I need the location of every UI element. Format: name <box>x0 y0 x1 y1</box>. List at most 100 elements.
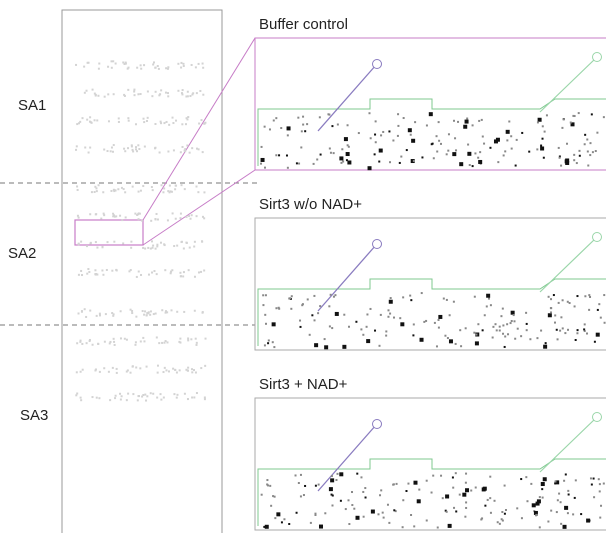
spot <box>127 119 130 122</box>
spot <box>153 270 156 273</box>
spot <box>542 477 547 482</box>
spot <box>193 275 196 278</box>
spot <box>435 135 438 138</box>
spot <box>162 396 165 399</box>
spot <box>117 188 120 191</box>
spot <box>107 65 110 68</box>
spot <box>465 472 468 475</box>
spot <box>140 219 143 222</box>
spot <box>172 367 175 370</box>
spot <box>163 366 166 369</box>
spot <box>500 518 503 521</box>
spot <box>190 214 193 217</box>
spot <box>452 119 455 122</box>
spot <box>504 150 507 153</box>
spot <box>203 398 206 401</box>
spot <box>119 214 122 217</box>
spot <box>107 120 110 123</box>
pointer <box>317 244 377 312</box>
spot <box>455 149 458 152</box>
spot <box>97 67 100 70</box>
spot <box>166 219 169 222</box>
spot <box>399 317 402 320</box>
spot <box>133 94 136 97</box>
spot <box>465 506 468 509</box>
spot <box>115 268 118 271</box>
spot <box>502 154 505 157</box>
spot <box>541 488 544 491</box>
spot <box>164 91 167 94</box>
spot <box>542 156 545 159</box>
spot <box>387 315 390 318</box>
spot <box>421 156 424 159</box>
spot <box>401 526 404 529</box>
spot <box>125 338 128 341</box>
spot <box>112 314 115 317</box>
spot <box>94 369 97 372</box>
spot <box>157 67 160 70</box>
spot <box>132 150 135 153</box>
spot <box>560 164 563 167</box>
spot <box>586 150 589 153</box>
spot <box>489 146 492 149</box>
panel <box>254 217 606 351</box>
spot <box>560 316 563 319</box>
spot <box>179 337 182 340</box>
spot <box>203 269 206 272</box>
spot <box>112 60 115 63</box>
spot <box>547 295 550 298</box>
spot <box>183 310 186 313</box>
spot <box>171 116 174 119</box>
spot <box>530 482 533 485</box>
spot <box>541 137 544 140</box>
spot <box>343 137 348 142</box>
spot <box>84 146 87 149</box>
spot <box>262 294 265 297</box>
spot <box>474 341 479 346</box>
spot <box>463 124 468 129</box>
spot <box>200 367 203 370</box>
spot <box>267 339 270 342</box>
spot <box>87 151 90 154</box>
zoom-line <box>142 37 256 221</box>
spot <box>76 342 79 345</box>
spot <box>141 310 144 313</box>
spot <box>594 150 597 153</box>
spot <box>458 493 461 496</box>
spot <box>309 521 312 524</box>
spot <box>159 393 162 396</box>
spot <box>583 323 586 326</box>
spot <box>159 120 162 123</box>
spot <box>555 511 558 514</box>
spot <box>204 364 207 367</box>
spot <box>154 312 157 315</box>
spot <box>112 215 115 218</box>
spot <box>299 495 302 498</box>
spot <box>345 159 348 162</box>
pointer-head <box>372 239 382 249</box>
spot <box>454 137 457 140</box>
spot <box>108 342 111 345</box>
spot <box>195 341 198 344</box>
spot <box>186 398 189 401</box>
spot <box>464 515 467 518</box>
spot <box>413 525 416 528</box>
spot <box>314 343 319 348</box>
spot <box>81 342 84 345</box>
spot <box>266 479 269 482</box>
spot <box>130 144 133 147</box>
spot <box>85 315 88 318</box>
pointer-head <box>372 59 382 69</box>
spot <box>121 219 124 222</box>
spot <box>386 503 389 506</box>
spot <box>106 241 109 244</box>
spot <box>134 123 137 126</box>
spot <box>479 151 482 154</box>
spot <box>143 340 146 343</box>
spot <box>492 325 495 328</box>
spot <box>330 478 335 483</box>
spot <box>440 474 443 477</box>
spot <box>142 336 145 339</box>
spot <box>146 90 149 93</box>
spot <box>580 513 583 516</box>
